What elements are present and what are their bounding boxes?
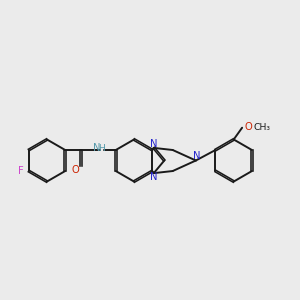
Text: N: N	[93, 143, 101, 153]
Text: CH₃: CH₃	[254, 123, 271, 132]
Text: O: O	[244, 122, 252, 132]
Text: F: F	[18, 166, 24, 176]
Text: O: O	[72, 165, 80, 175]
Text: N: N	[151, 139, 158, 149]
Text: H: H	[98, 144, 105, 153]
Text: N: N	[193, 151, 200, 161]
Text: N: N	[151, 172, 158, 182]
